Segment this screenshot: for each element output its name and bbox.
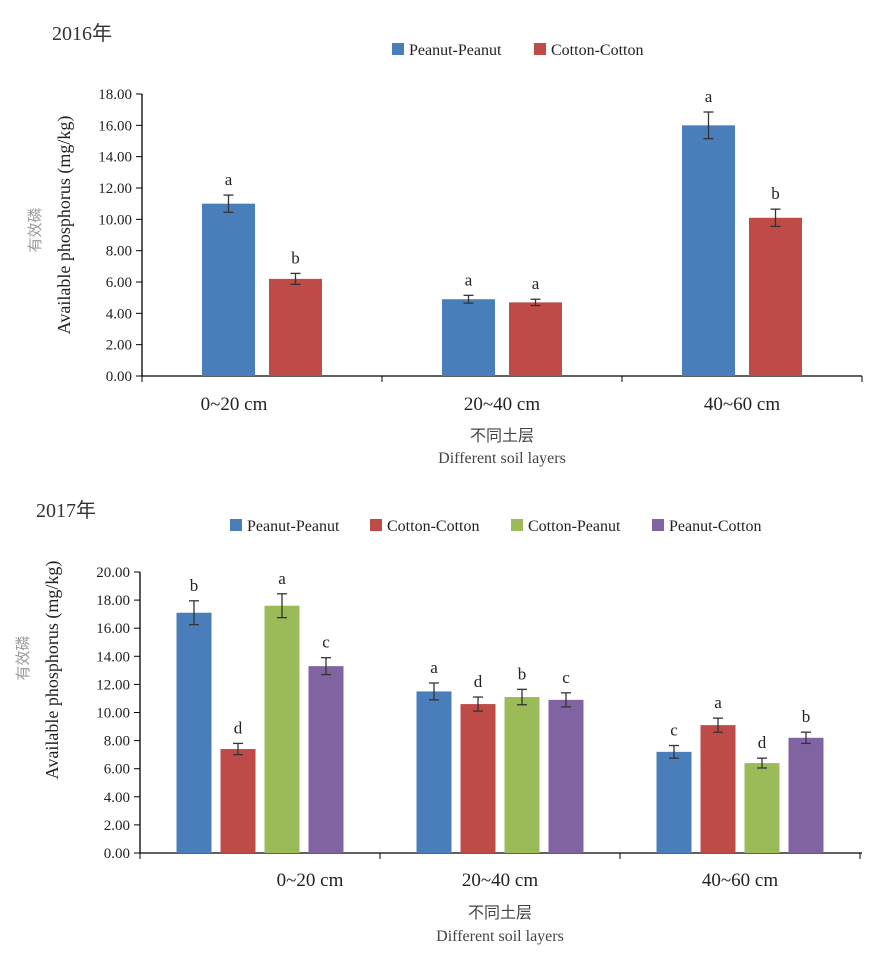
legend-item: Peanut-Peanut <box>392 42 502 59</box>
chart-2017: 2017年 Peanut-Peanut Cotton-Cotton Cotton… <box>15 499 862 945</box>
significance-letter: a <box>430 658 438 677</box>
bar <box>744 763 780 853</box>
bar <box>700 725 736 853</box>
chart-title: 2017年 <box>36 499 96 522</box>
bar <box>656 751 692 853</box>
plot-area: 0.00 2.00 4.00 6.00 8.00 10.00 12.00 14.00 16.00… <box>96 565 862 891</box>
y-axis-label-en: Available phosphorus (mg/kg) <box>54 116 75 335</box>
significance-letter: a <box>465 270 473 289</box>
significance-letter: a <box>278 569 286 588</box>
y-tick-label: 12.00 <box>98 181 132 197</box>
x-axis-label-en: Different soil layers <box>438 450 566 467</box>
significance-letter: d <box>474 672 483 691</box>
y-tick-label: 0.00 <box>106 369 132 385</box>
x-tick-label: 40~60 cm <box>702 870 778 891</box>
legend-item: Cotton-Cotton <box>534 42 643 59</box>
legend-label: Peanut-Peanut <box>247 518 340 535</box>
significance-letter: a <box>225 170 233 189</box>
y-axis-label-cn: 有效磷 <box>15 635 32 680</box>
bar <box>749 217 802 376</box>
bar <box>176 612 212 853</box>
significance-letter: c <box>322 633 330 652</box>
x-axis-label-en: Different soil layers <box>436 928 564 945</box>
significance-letter: a <box>532 274 540 293</box>
legend-label: Cotton-Peanut <box>528 518 621 535</box>
y-tick-label: 14.00 <box>98 150 132 166</box>
significance-letter: c <box>562 668 570 687</box>
plot-area: 0.00 2.00 4.00 6.00 8.00 10.00 12.00 14.00 16.00… <box>98 87 863 415</box>
significance-letter: a <box>714 693 722 712</box>
significance-letter: b <box>190 576 199 595</box>
y-tick-label: 18.00 <box>96 593 130 609</box>
legend-label: Cotton-Cotton <box>551 42 643 59</box>
bar <box>308 666 344 853</box>
x-tick-label: 0~20 cm <box>277 870 344 891</box>
legend-label: Peanut-Cotton <box>669 518 761 535</box>
legend-swatch <box>370 519 382 531</box>
bar <box>509 302 562 376</box>
y-tick-label: 16.00 <box>96 621 130 637</box>
bar <box>416 691 452 853</box>
legend-item: Cotton-Cotton <box>370 518 479 535</box>
x-tick-label: 40~60 cm <box>704 394 780 415</box>
legend-swatch <box>230 519 242 531</box>
legend-swatch <box>392 43 404 55</box>
y-tick-label: 6.00 <box>104 762 130 778</box>
legend-swatch <box>652 519 664 531</box>
bar <box>442 299 495 376</box>
chart-2016: 2016年 Peanut-Peanut Cotton-Cotton 有效磷 Av… <box>27 22 863 467</box>
x-axis-label-cn: 不同土层 <box>470 427 534 445</box>
x-axis-label-cn: 不同土层 <box>468 904 532 922</box>
bar <box>460 704 496 853</box>
y-tick-label: 2.00 <box>106 338 132 354</box>
bar <box>504 697 540 853</box>
y-tick-label: 8.00 <box>104 734 130 750</box>
x-tick-label: 20~40 cm <box>462 870 538 891</box>
legend-label: Peanut-Peanut <box>409 42 502 59</box>
legend: Peanut-Peanut Cotton-Cotton <box>392 42 643 59</box>
y-axis-label-cn: 有效磷 <box>27 207 44 252</box>
bar <box>548 699 584 853</box>
legend-item: Cotton-Peanut <box>511 518 621 535</box>
bar <box>264 605 300 853</box>
significance-letter: b <box>802 707 811 726</box>
legend-item: Peanut-Peanut <box>230 518 340 535</box>
bar <box>220 749 256 853</box>
bar <box>682 125 735 376</box>
x-tick-label: 20~40 cm <box>464 394 540 415</box>
significance-letter: c <box>670 721 678 740</box>
significance-letter: b <box>518 664 527 683</box>
legend-swatch <box>511 519 523 531</box>
y-tick-label: 6.00 <box>106 275 132 291</box>
y-tick-label: 12.00 <box>96 677 130 693</box>
y-tick-label: 2.00 <box>104 818 130 834</box>
y-tick-label: 14.00 <box>96 649 130 665</box>
legend-item: Peanut-Cotton <box>652 518 761 535</box>
significance-letter: a <box>705 87 713 106</box>
bar <box>269 278 322 376</box>
y-tick-label: 10.00 <box>98 212 132 228</box>
legend: Peanut-Peanut Cotton-Cotton Cotton-Peanu… <box>230 518 761 535</box>
y-tick-label: 18.00 <box>98 87 132 103</box>
bar <box>202 203 255 376</box>
legend-label: Cotton-Cotton <box>387 518 479 535</box>
y-tick-label: 0.00 <box>104 846 130 862</box>
significance-letter: d <box>758 733 767 752</box>
legend-swatch <box>534 43 546 55</box>
y-tick-label: 4.00 <box>104 790 130 806</box>
y-axis-label-en: Available phosphorus (mg/kg) <box>42 561 63 780</box>
chart-title: 2016年 <box>52 22 112 45</box>
y-tick-label: 4.00 <box>106 306 132 322</box>
significance-letter: d <box>234 718 243 737</box>
y-tick-label: 10.00 <box>96 706 130 722</box>
bar <box>788 737 824 853</box>
y-tick-label: 8.00 <box>106 244 132 260</box>
significance-letter: b <box>291 248 300 267</box>
significance-letter: b <box>771 184 780 203</box>
y-tick-label: 16.00 <box>98 118 132 134</box>
x-tick-label: 0~20 cm <box>201 394 268 415</box>
y-tick-label: 20.00 <box>96 565 130 581</box>
